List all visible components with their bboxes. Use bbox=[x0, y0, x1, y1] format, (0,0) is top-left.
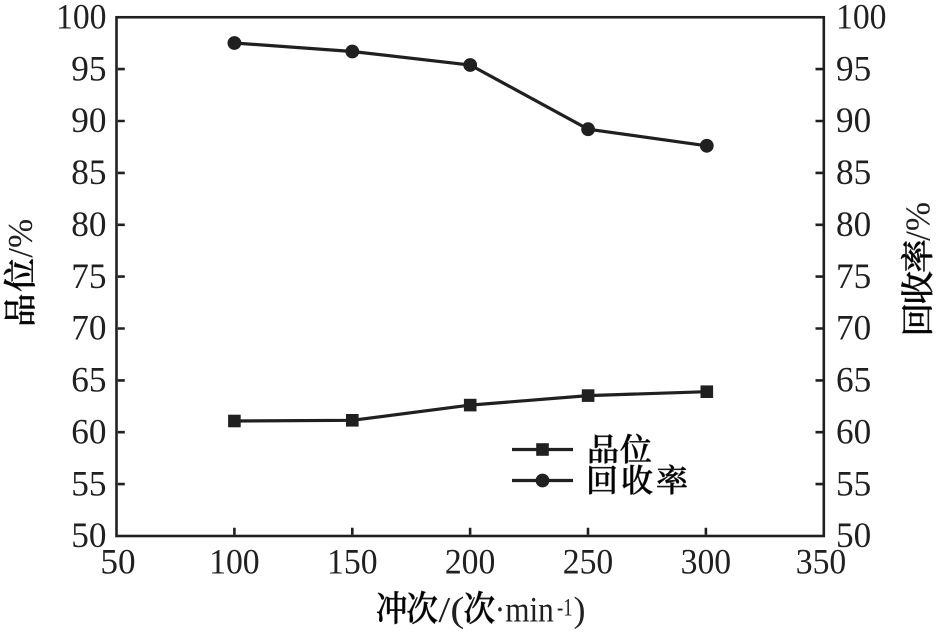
svg-text:·min: ·min bbox=[495, 590, 554, 630]
svg-text:250: 250 bbox=[563, 542, 614, 582]
svg-text:55: 55 bbox=[71, 463, 106, 503]
svg-text:100: 100 bbox=[836, 0, 887, 36]
svg-text:70: 70 bbox=[71, 308, 106, 348]
svg-text:85: 85 bbox=[71, 152, 106, 192]
svg-text:95: 95 bbox=[71, 48, 106, 88]
svg-text:75: 75 bbox=[71, 256, 106, 296]
svg-text:50: 50 bbox=[100, 542, 135, 582]
svg-text:90: 90 bbox=[71, 100, 106, 140]
svg-text:65: 65 bbox=[71, 360, 106, 400]
svg-text:55: 55 bbox=[836, 463, 871, 503]
svg-text:300: 300 bbox=[681, 542, 732, 582]
svg-text:80: 80 bbox=[836, 204, 871, 244]
svg-text:-1: -1 bbox=[557, 595, 573, 622]
svg-text:350: 350 bbox=[796, 542, 847, 582]
svg-text:50: 50 bbox=[71, 515, 106, 555]
svg-text:/%: /% bbox=[1, 219, 40, 258]
svg-text:85: 85 bbox=[836, 152, 871, 192]
svg-text:50: 50 bbox=[836, 515, 871, 555]
svg-text:): ) bbox=[574, 590, 586, 630]
svg-text:60: 60 bbox=[836, 411, 871, 451]
svg-text:95: 95 bbox=[836, 48, 871, 88]
svg-text:90: 90 bbox=[836, 100, 871, 140]
svg-text:100: 100 bbox=[209, 542, 260, 582]
svg-text:150: 150 bbox=[327, 542, 378, 582]
svg-text:100: 100 bbox=[56, 0, 107, 36]
svg-text:70: 70 bbox=[836, 308, 871, 348]
svg-text:/%: /% bbox=[899, 202, 938, 241]
svg-text:75: 75 bbox=[836, 256, 871, 296]
svg-text:/(: /( bbox=[438, 590, 464, 630]
svg-text:200: 200 bbox=[445, 542, 496, 582]
svg-text:60: 60 bbox=[71, 411, 106, 451]
svg-text:80: 80 bbox=[71, 204, 106, 244]
svg-text:65: 65 bbox=[836, 360, 871, 400]
